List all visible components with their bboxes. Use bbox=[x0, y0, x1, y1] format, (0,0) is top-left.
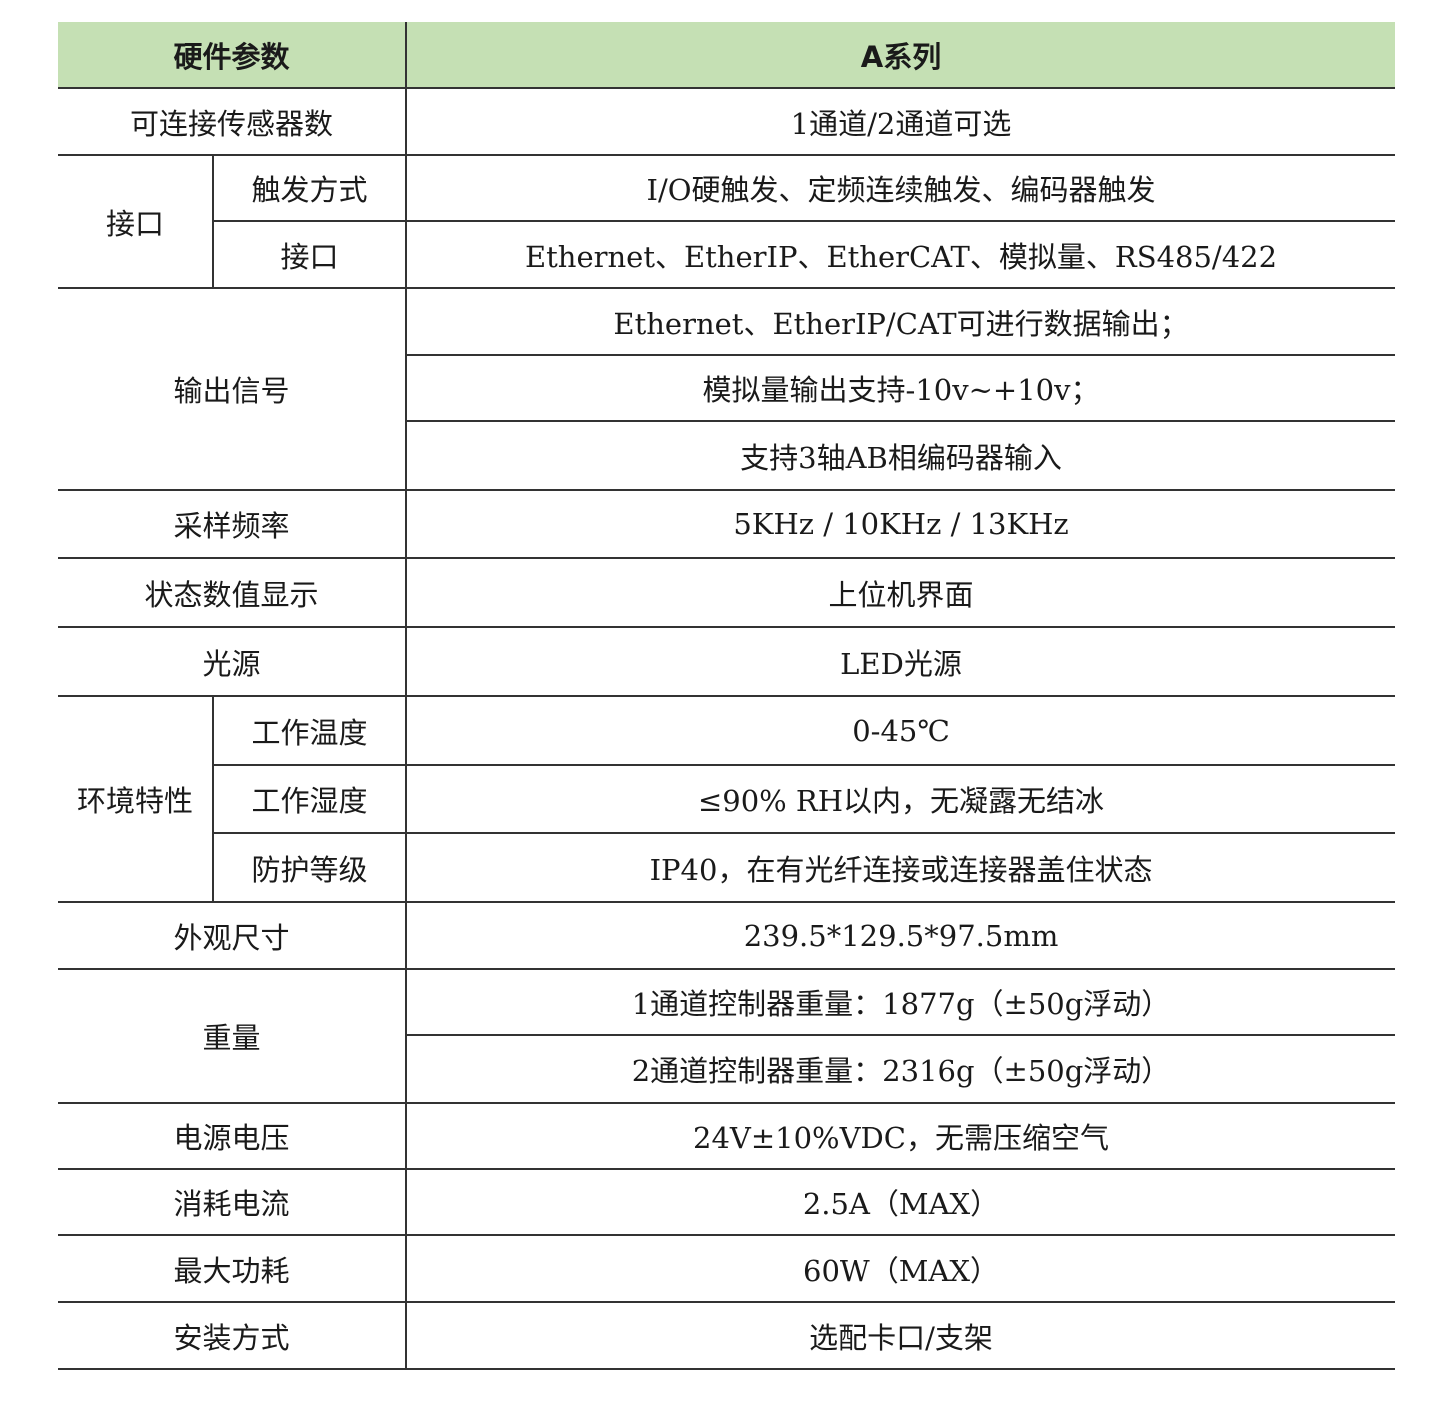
row-label: 消耗电流 bbox=[58, 1169, 408, 1236]
row-label: 工作温度 bbox=[213, 696, 408, 766]
row-label: 外观尺寸 bbox=[58, 902, 408, 970]
row-value: I/O硬触发、定频连续触发、编码器触发 bbox=[406, 155, 1396, 222]
table-row: 防护等级 IP40，在有光纤连接或连接器盖住状态 bbox=[58, 833, 1396, 903]
row-label: 可连接传感器数 bbox=[58, 88, 408, 156]
row-label: 重量 bbox=[58, 969, 408, 1104]
table-row: 重量 1通道控制器重量：1877g（±50g浮动） bbox=[58, 969, 1396, 1104]
row-value: 2.5A（MAX） bbox=[406, 1169, 1396, 1236]
table-row: 接口 触发方式 I/O硬触发、定频连续触发、编码器触发 bbox=[58, 155, 1396, 289]
table-row: 接口 Ethernet、EtherIP、EtherCAT、模拟量、RS485/4… bbox=[58, 221, 1396, 289]
row-label: 安装方式 bbox=[58, 1302, 408, 1370]
row-value: 选配卡口/支架 bbox=[406, 1302, 1396, 1370]
row-value: LED光源 bbox=[406, 627, 1396, 697]
table-row: 输出信号 Ethernet、EtherIP/CAT可进行数据输出； bbox=[58, 288, 1396, 491]
header-series: A系列 bbox=[406, 22, 1396, 89]
table-row: 2通道控制器重量：2316g（±50g浮动） bbox=[58, 1035, 1396, 1104]
row-value: 模拟量输出支持-10v~+10v； bbox=[406, 355, 1396, 422]
table-row: 可连接传感器数 1通道/2通道可选 bbox=[58, 88, 1396, 156]
table-row: 采样频率 5KHz / 10KHz / 13KHz bbox=[58, 490, 1396, 559]
row-value: 上位机界面 bbox=[406, 558, 1396, 628]
row-value: IP40，在有光纤连接或连接器盖住状态 bbox=[406, 833, 1396, 903]
row-label: 状态数值显示 bbox=[58, 558, 408, 628]
header-param: 硬件参数 bbox=[58, 22, 408, 89]
row-value: Ethernet、EtherIP/CAT可进行数据输出； bbox=[406, 288, 1396, 356]
row-label: 电源电压 bbox=[58, 1103, 408, 1170]
row-value: Ethernet、EtherIP、EtherCAT、模拟量、RS485/422 bbox=[406, 221, 1396, 289]
row-label: 最大功耗 bbox=[58, 1235, 408, 1303]
table-row: 支持3轴AB相编码器输入 bbox=[58, 421, 1396, 491]
row-value: 支持3轴AB相编码器输入 bbox=[406, 421, 1396, 491]
row-label: 输出信号 bbox=[58, 288, 408, 491]
table-row: 最大功耗 60W（MAX） bbox=[58, 1235, 1396, 1303]
hardware-spec-table: 硬件参数 A系列 可连接传感器数 1通道/2通道可选 接口 触发方式 I/O硬触… bbox=[58, 22, 1396, 1370]
row-value: 239.5*129.5*97.5mm bbox=[406, 902, 1396, 970]
row-label: 防护等级 bbox=[213, 833, 408, 903]
table-header-row: 硬件参数 A系列 bbox=[58, 22, 1396, 89]
row-value: 1通道/2通道可选 bbox=[406, 88, 1396, 156]
row-label: 采样频率 bbox=[58, 490, 408, 559]
row-label: 光源 bbox=[58, 627, 408, 697]
table-row: 电源电压 24V±10%VDC，无需压缩空气 bbox=[58, 1103, 1396, 1170]
table-row: 环境特性 工作温度 0-45℃ bbox=[58, 696, 1396, 903]
table-row: 消耗电流 2.5A（MAX） bbox=[58, 1169, 1396, 1236]
group-label: 接口 bbox=[58, 155, 214, 289]
row-value: 0-45℃ bbox=[406, 696, 1396, 766]
row-value: 60W（MAX） bbox=[406, 1235, 1396, 1303]
row-label: 工作湿度 bbox=[213, 765, 408, 834]
group-label: 环境特性 bbox=[58, 696, 214, 903]
table-row: 模拟量输出支持-10v~+10v； bbox=[58, 355, 1396, 422]
row-value: 5KHz / 10KHz / 13KHz bbox=[406, 490, 1396, 559]
row-value: 1通道控制器重量：1877g（±50g浮动） bbox=[406, 969, 1396, 1036]
row-value: ≤90% RH以内，无凝露无结冰 bbox=[406, 765, 1396, 834]
table-row: 光源 LED光源 bbox=[58, 627, 1396, 697]
table-row: 外观尺寸 239.5*129.5*97.5mm bbox=[58, 902, 1396, 970]
table-row: 工作湿度 ≤90% RH以内，无凝露无结冰 bbox=[58, 765, 1396, 834]
table-row: 安装方式 选配卡口/支架 bbox=[58, 1302, 1396, 1370]
row-value: 2通道控制器重量：2316g（±50g浮动） bbox=[406, 1035, 1396, 1104]
table-row: 状态数值显示 上位机界面 bbox=[58, 558, 1396, 628]
row-value: 24V±10%VDC，无需压缩空气 bbox=[406, 1103, 1396, 1170]
row-label: 接口 bbox=[213, 221, 408, 289]
row-label: 触发方式 bbox=[213, 155, 408, 222]
